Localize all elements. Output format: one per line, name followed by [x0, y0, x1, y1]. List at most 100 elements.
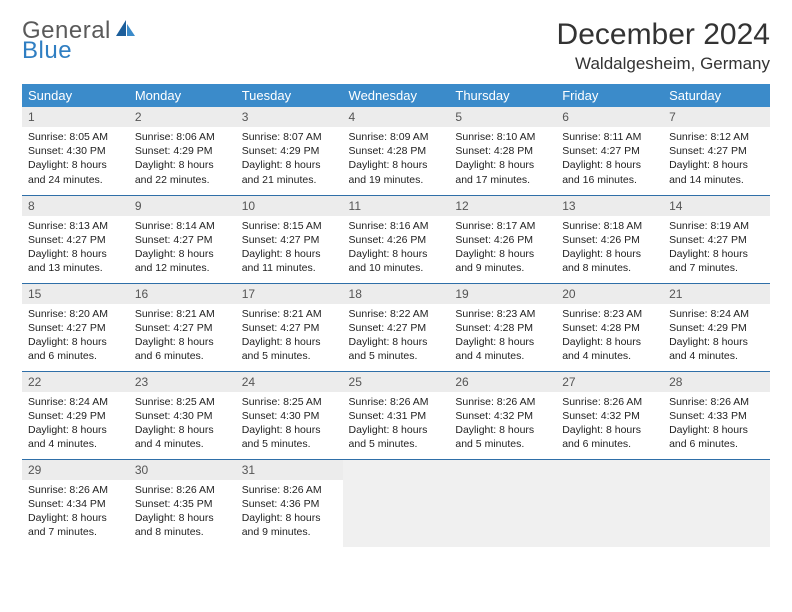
calendar-day: 5Sunrise: 8:10 AMSunset: 4:28 PMDaylight… — [449, 107, 556, 195]
sunset-line: Sunset: 4:35 PM — [135, 497, 230, 511]
sunset-line: Sunset: 4:33 PM — [669, 409, 764, 423]
sunset-line: Sunset: 4:26 PM — [455, 233, 550, 247]
sunset-line: Sunset: 4:30 PM — [28, 144, 123, 158]
day-details: Sunrise: 8:25 AMSunset: 4:30 PMDaylight:… — [236, 392, 343, 457]
dow-sunday: Sunday — [22, 84, 129, 107]
day-details: Sunrise: 8:14 AMSunset: 4:27 PMDaylight:… — [129, 216, 236, 281]
day-details: Sunrise: 8:23 AMSunset: 4:28 PMDaylight:… — [556, 304, 663, 369]
sunset-line: Sunset: 4:29 PM — [242, 144, 337, 158]
day-number: 2 — [129, 107, 236, 127]
sunrise-line: Sunrise: 8:26 AM — [455, 395, 550, 409]
calendar-day: 22Sunrise: 8:24 AMSunset: 4:29 PMDayligh… — [22, 371, 129, 459]
calendar-day: 20Sunrise: 8:23 AMSunset: 4:28 PMDayligh… — [556, 283, 663, 371]
sunset-line: Sunset: 4:30 PM — [242, 409, 337, 423]
calendar-day: 23Sunrise: 8:25 AMSunset: 4:30 PMDayligh… — [129, 371, 236, 459]
calendar-day: 18Sunrise: 8:22 AMSunset: 4:27 PMDayligh… — [343, 283, 450, 371]
calendar-day: 12Sunrise: 8:17 AMSunset: 4:26 PMDayligh… — [449, 195, 556, 283]
day-number: 31 — [236, 460, 343, 480]
sunrise-line: Sunrise: 8:11 AM — [562, 130, 657, 144]
day-number: 6 — [556, 107, 663, 127]
daylight-line: Daylight: 8 hours and 4 minutes. — [135, 423, 230, 451]
day-number: 19 — [449, 284, 556, 304]
sunset-line: Sunset: 4:30 PM — [135, 409, 230, 423]
sunrise-line: Sunrise: 8:10 AM — [455, 130, 550, 144]
logo-text-blue: Blue — [22, 39, 136, 63]
day-details: Sunrise: 8:05 AMSunset: 4:30 PMDaylight:… — [22, 127, 129, 192]
day-number: 18 — [343, 284, 450, 304]
calendar-day-empty — [556, 459, 663, 547]
sunrise-line: Sunrise: 8:24 AM — [669, 307, 764, 321]
day-details: Sunrise: 8:10 AMSunset: 4:28 PMDaylight:… — [449, 127, 556, 192]
calendar-day: 30Sunrise: 8:26 AMSunset: 4:35 PMDayligh… — [129, 459, 236, 547]
day-details: Sunrise: 8:25 AMSunset: 4:30 PMDaylight:… — [129, 392, 236, 457]
daylight-line: Daylight: 8 hours and 5 minutes. — [455, 423, 550, 451]
sunset-line: Sunset: 4:28 PM — [455, 321, 550, 335]
daylight-line: Daylight: 8 hours and 7 minutes. — [669, 247, 764, 275]
sunrise-line: Sunrise: 8:23 AM — [455, 307, 550, 321]
daylight-line: Daylight: 8 hours and 6 minutes. — [28, 335, 123, 363]
sunrise-line: Sunrise: 8:23 AM — [562, 307, 657, 321]
sunset-line: Sunset: 4:26 PM — [349, 233, 444, 247]
daylight-line: Daylight: 8 hours and 5 minutes. — [349, 423, 444, 451]
sunset-line: Sunset: 4:29 PM — [28, 409, 123, 423]
daylight-line: Daylight: 8 hours and 4 minutes. — [28, 423, 123, 451]
sunrise-line: Sunrise: 8:26 AM — [28, 483, 123, 497]
calendar-day: 17Sunrise: 8:21 AMSunset: 4:27 PMDayligh… — [236, 283, 343, 371]
day-number: 5 — [449, 107, 556, 127]
daylight-line: Daylight: 8 hours and 16 minutes. — [562, 158, 657, 186]
sunrise-line: Sunrise: 8:26 AM — [562, 395, 657, 409]
calendar-week-row: 8Sunrise: 8:13 AMSunset: 4:27 PMDaylight… — [22, 195, 770, 283]
daylight-line: Daylight: 8 hours and 4 minutes. — [562, 335, 657, 363]
day-number: 21 — [663, 284, 770, 304]
daylight-line: Daylight: 8 hours and 6 minutes. — [135, 335, 230, 363]
day-number: 16 — [129, 284, 236, 304]
day-number: 10 — [236, 196, 343, 216]
day-details: Sunrise: 8:18 AMSunset: 4:26 PMDaylight:… — [556, 216, 663, 281]
calendar-day: 6Sunrise: 8:11 AMSunset: 4:27 PMDaylight… — [556, 107, 663, 195]
calendar-day: 7Sunrise: 8:12 AMSunset: 4:27 PMDaylight… — [663, 107, 770, 195]
day-number: 7 — [663, 107, 770, 127]
calendar-day: 10Sunrise: 8:15 AMSunset: 4:27 PMDayligh… — [236, 195, 343, 283]
sunset-line: Sunset: 4:27 PM — [28, 321, 123, 335]
day-number: 24 — [236, 372, 343, 392]
day-details: Sunrise: 8:24 AMSunset: 4:29 PMDaylight:… — [663, 304, 770, 369]
sunset-line: Sunset: 4:36 PM — [242, 497, 337, 511]
calendar-week-row: 22Sunrise: 8:24 AMSunset: 4:29 PMDayligh… — [22, 371, 770, 459]
daylight-line: Daylight: 8 hours and 19 minutes. — [349, 158, 444, 186]
sunset-line: Sunset: 4:34 PM — [28, 497, 123, 511]
calendar-day-empty — [663, 459, 770, 547]
day-details: Sunrise: 8:26 AMSunset: 4:32 PMDaylight:… — [449, 392, 556, 457]
day-number: 25 — [343, 372, 450, 392]
sunrise-line: Sunrise: 8:12 AM — [669, 130, 764, 144]
daylight-line: Daylight: 8 hours and 6 minutes. — [669, 423, 764, 451]
day-number: 8 — [22, 196, 129, 216]
sunrise-line: Sunrise: 8:19 AM — [669, 219, 764, 233]
calendar-day: 28Sunrise: 8:26 AMSunset: 4:33 PMDayligh… — [663, 371, 770, 459]
calendar-day: 9Sunrise: 8:14 AMSunset: 4:27 PMDaylight… — [129, 195, 236, 283]
sunset-line: Sunset: 4:29 PM — [669, 321, 764, 335]
calendar-day: 29Sunrise: 8:26 AMSunset: 4:34 PMDayligh… — [22, 459, 129, 547]
day-details: Sunrise: 8:17 AMSunset: 4:26 PMDaylight:… — [449, 216, 556, 281]
calendar-day: 24Sunrise: 8:25 AMSunset: 4:30 PMDayligh… — [236, 371, 343, 459]
daylight-line: Daylight: 8 hours and 4 minutes. — [669, 335, 764, 363]
sunrise-line: Sunrise: 8:22 AM — [349, 307, 444, 321]
day-number: 17 — [236, 284, 343, 304]
sunrise-line: Sunrise: 8:18 AM — [562, 219, 657, 233]
day-details: Sunrise: 8:12 AMSunset: 4:27 PMDaylight:… — [663, 127, 770, 192]
sunset-line: Sunset: 4:31 PM — [349, 409, 444, 423]
month-title: December 2024 — [557, 18, 770, 52]
calendar-week-row: 1Sunrise: 8:05 AMSunset: 4:30 PMDaylight… — [22, 107, 770, 195]
day-number: 22 — [22, 372, 129, 392]
day-details: Sunrise: 8:15 AMSunset: 4:27 PMDaylight:… — [236, 216, 343, 281]
daylight-line: Daylight: 8 hours and 5 minutes. — [242, 423, 337, 451]
dow-saturday: Saturday — [663, 84, 770, 107]
day-number: 4 — [343, 107, 450, 127]
day-details: Sunrise: 8:23 AMSunset: 4:28 PMDaylight:… — [449, 304, 556, 369]
daylight-line: Daylight: 8 hours and 8 minutes. — [562, 247, 657, 275]
day-number: 28 — [663, 372, 770, 392]
calendar-week-row: 29Sunrise: 8:26 AMSunset: 4:34 PMDayligh… — [22, 459, 770, 547]
day-details: Sunrise: 8:21 AMSunset: 4:27 PMDaylight:… — [236, 304, 343, 369]
sunrise-line: Sunrise: 8:17 AM — [455, 219, 550, 233]
calendar-table: Sunday Monday Tuesday Wednesday Thursday… — [22, 84, 770, 547]
sunset-line: Sunset: 4:28 PM — [349, 144, 444, 158]
